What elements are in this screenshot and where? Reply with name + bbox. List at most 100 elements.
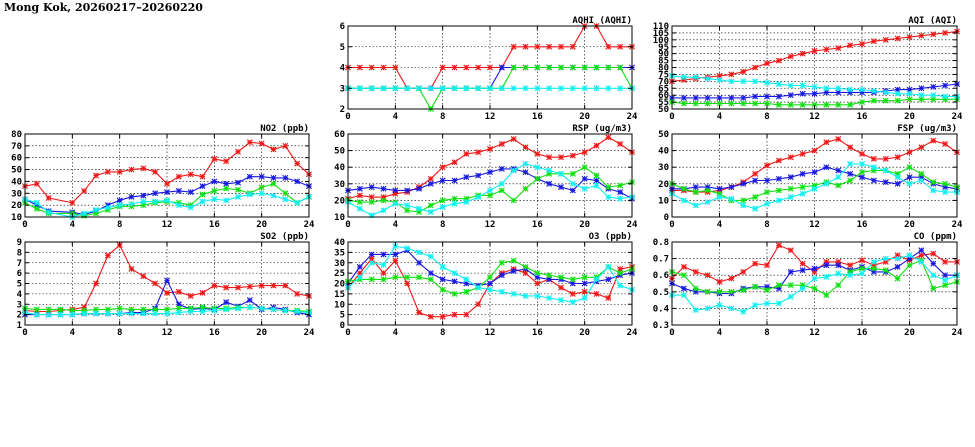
data-point-cyan xyxy=(93,206,99,213)
data-point-red xyxy=(581,149,588,156)
y-tick-label: 20 xyxy=(658,180,669,190)
x-tick-label: 0 xyxy=(669,112,674,122)
data-point-red xyxy=(835,135,842,142)
data-point-blue xyxy=(835,262,842,269)
data-point-red xyxy=(487,145,493,152)
data-point-cyan xyxy=(593,85,600,92)
data-point-red xyxy=(175,173,182,180)
data-point-green xyxy=(116,305,123,312)
data-point-cyan xyxy=(835,85,842,92)
data-point-green xyxy=(534,175,541,182)
data-point-cyan xyxy=(680,197,687,204)
data-point-green xyxy=(835,101,842,108)
data-point-cyan xyxy=(605,194,612,201)
data-point-green xyxy=(510,257,517,264)
data-point-red xyxy=(175,288,182,295)
data-point-cyan xyxy=(487,187,493,194)
x-tick-label: 24 xyxy=(627,328,638,338)
x-tick-label: 24 xyxy=(952,220,963,230)
data-point-cyan xyxy=(439,204,446,211)
data-point-green xyxy=(835,182,842,189)
data-point-green xyxy=(451,290,458,297)
data-point-green xyxy=(569,276,576,283)
data-point-red xyxy=(246,283,253,290)
x-tick-label: 8 xyxy=(117,220,122,230)
data-point-cyan xyxy=(930,92,937,99)
x-tick-label: 24 xyxy=(952,112,963,122)
data-point-cyan xyxy=(680,292,687,299)
data-point-cyan xyxy=(752,78,759,85)
y-tick-label: 0.7 xyxy=(653,255,669,265)
data-point-cyan xyxy=(175,202,182,209)
data-point-red xyxy=(487,64,493,71)
y-tick-label: 9 xyxy=(17,238,22,248)
data-point-cyan xyxy=(522,160,529,167)
y-tick-label: 1 xyxy=(17,321,22,331)
data-point-green xyxy=(680,272,687,279)
x-tick-label: 12 xyxy=(809,220,820,230)
y-tick-label: 5 xyxy=(340,311,345,321)
data-point-red xyxy=(439,313,446,320)
data-point-green xyxy=(427,202,434,209)
data-point-green xyxy=(728,288,735,295)
data-point-blue xyxy=(930,260,937,267)
data-point-red xyxy=(569,152,576,159)
y-tick-label: 100 xyxy=(653,36,669,46)
data-point-green xyxy=(356,199,363,206)
data-point-green xyxy=(605,184,612,191)
data-point-green xyxy=(680,100,687,107)
data-point-red xyxy=(451,311,458,318)
x-tick-label: 24 xyxy=(627,220,638,230)
data-point-green xyxy=(740,197,747,204)
data-point-cyan xyxy=(930,272,937,279)
x-tick-label: 8 xyxy=(764,328,769,338)
y-tick-label: 110 xyxy=(653,22,669,32)
data-point-blue xyxy=(223,180,230,187)
data-point-green xyxy=(764,189,770,196)
x-tick-label: 16 xyxy=(532,328,543,338)
y-tick-label: 40 xyxy=(11,177,22,187)
data-point-green xyxy=(764,100,770,107)
x-tick-label: 8 xyxy=(440,328,445,338)
data-point-cyan xyxy=(187,308,194,315)
data-point-blue xyxy=(942,82,949,89)
x-tick-label: 20 xyxy=(904,328,915,338)
data-point-cyan xyxy=(164,197,170,204)
data-point-blue xyxy=(775,175,782,182)
x-tick-label: 8 xyxy=(764,220,769,230)
data-point-green xyxy=(847,101,854,108)
x-tick-label: 4 xyxy=(70,220,76,230)
chart-title: NO2 (ppb) xyxy=(260,124,309,134)
data-point-red xyxy=(617,140,624,147)
data-point-red xyxy=(380,64,387,71)
data-point-red xyxy=(617,43,624,50)
data-point-red xyxy=(787,154,794,161)
x-tick-label: 20 xyxy=(904,112,915,122)
data-point-red xyxy=(823,139,830,146)
data-point-red xyxy=(942,258,949,265)
y-tick-label: 60 xyxy=(658,91,669,101)
data-point-blue xyxy=(823,164,830,171)
data-point-blue xyxy=(752,93,759,100)
x-tick-label: 4 xyxy=(717,328,723,338)
data-point-blue xyxy=(918,247,925,254)
data-point-cyan xyxy=(704,199,711,206)
x-tick-label: 20 xyxy=(256,328,267,338)
data-point-cyan xyxy=(522,292,529,299)
data-point-red xyxy=(152,168,159,175)
data-point-blue xyxy=(546,180,553,187)
y-tick-label: 20 xyxy=(11,201,22,211)
data-point-green xyxy=(522,263,529,270)
data-point-cyan xyxy=(69,311,76,318)
data-point-cyan xyxy=(534,292,541,299)
chart-title: O3 (ppb) xyxy=(589,232,632,242)
chart-aqhi: 0 4 8 12 16 20 24 2 3 4 5 6 AQHI (AQHI) xyxy=(340,16,638,122)
data-point-green xyxy=(581,164,588,171)
data-point-green xyxy=(498,259,505,266)
data-point-blue xyxy=(380,251,387,258)
data-point-green xyxy=(380,276,387,283)
data-point-cyan xyxy=(799,285,806,292)
data-point-green xyxy=(787,185,794,192)
data-point-red xyxy=(534,150,541,157)
data-point-cyan xyxy=(57,311,64,318)
